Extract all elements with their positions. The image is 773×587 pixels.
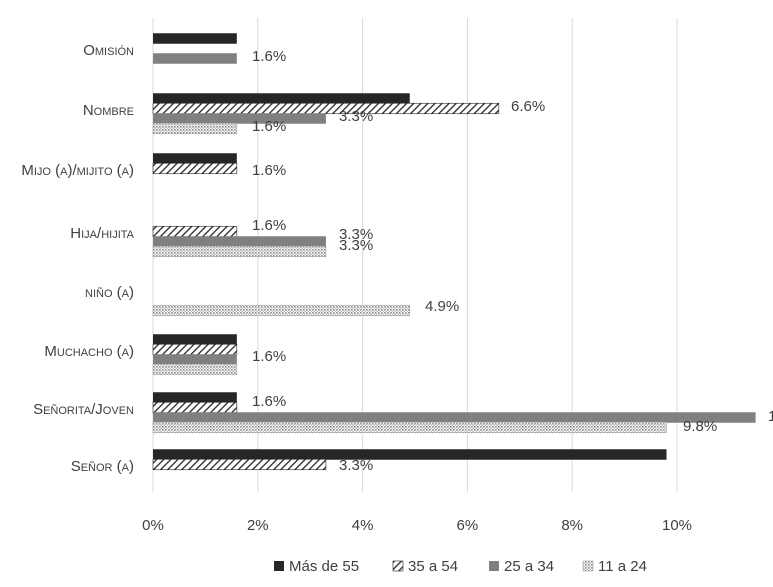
category-label: Señorita/Joven [33,401,134,418]
data-label: 4.9% [425,298,459,315]
data-label: 6.6% [511,98,545,115]
data-label: 1 [768,408,773,425]
category-label: Nombre [83,102,134,119]
data-label: 9.8% [683,418,717,435]
category-label: Señor (a) [71,458,134,475]
bar [153,53,237,64]
bar [152,421,667,434]
category-label: niño (a) [85,284,134,301]
x-tick-label: 0% [142,517,164,534]
bar [152,343,238,356]
data-label: 1.6% [252,162,286,179]
bar [153,236,326,247]
x-tick-label: 4% [352,517,374,534]
data-label: 3.3% [339,237,373,254]
x-tick-label: 2% [247,517,269,534]
bar [153,33,237,44]
data-label: 1.6% [252,118,286,135]
bar [153,354,237,365]
category-label: Omisión [83,42,134,59]
data-labels: 1.6%6.6%3.3%1.6%1.6%1.6%3.3%3.3%4.9%1.6%… [252,48,773,474]
category-labels: Señor (a) Señorita/Joven Muchacho (a) niño … [21,42,134,475]
bar [152,458,327,471]
legend-swatch [274,561,284,571]
bar [152,304,411,317]
legend-label: Más de 55 [289,558,359,575]
legend-swatch [489,561,499,571]
category-label: Hija/hijita [70,225,134,242]
data-label: 3.3% [339,226,373,243]
bar [153,113,326,124]
bar [152,363,238,376]
legend-swatch [582,560,594,572]
bar [152,102,500,115]
bar [152,245,327,258]
legend-label: 25 a 34 [504,558,554,575]
legend-label: 11 a 24 [598,558,647,575]
bar [152,225,238,238]
bar [153,449,667,460]
x-tick-label: 10% [662,517,692,534]
legend-label: 35 a 54 [408,558,458,575]
bar [153,153,237,164]
data-label: 1.6% [252,48,286,65]
bar [152,162,238,175]
x-tick-label: 8% [561,517,583,534]
category-label: Muchacho (a) [44,343,134,360]
data-label: 1.6% [252,217,286,234]
bar [153,412,756,423]
bar [152,401,238,414]
data-label: 1.6% [252,393,286,410]
category-label: Mijo (a)/mijito (a) [21,162,134,179]
bars-group [152,33,756,471]
legend-swatch [392,560,404,572]
x-tick-label: 6% [457,517,479,534]
bar [152,122,238,135]
legend: Más de 55 35 a 54 25 a 34 11 a 24 [274,558,647,575]
data-label: 3.3% [339,457,373,474]
x-axis-tick-labels: 0%2%4%6%8%10%1 [142,517,692,534]
bar [153,392,237,403]
data-label: 3.3% [339,108,373,125]
bar [153,93,410,104]
bar [153,334,237,345]
data-label: 1.6% [252,348,286,365]
